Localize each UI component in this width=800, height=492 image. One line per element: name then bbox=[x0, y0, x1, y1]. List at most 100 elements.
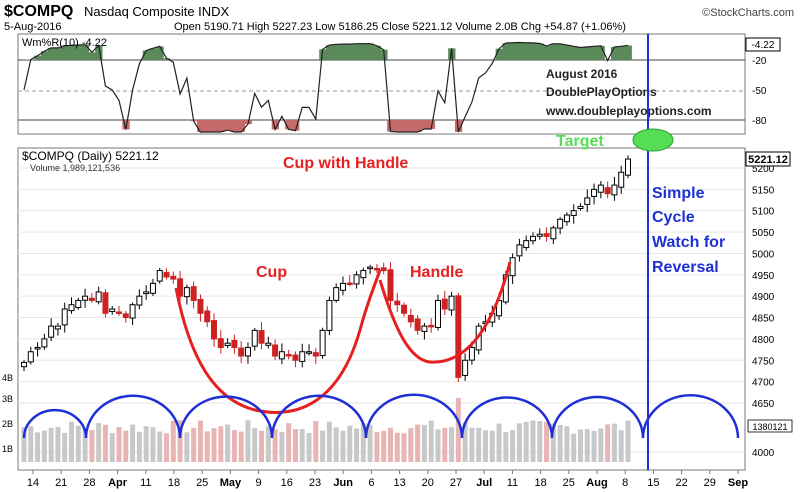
cup-curve bbox=[174, 269, 382, 414]
wmr-overbought-fill bbox=[522, 42, 531, 60]
x-tick-label: 25 bbox=[196, 477, 208, 489]
y-tick-label: 4950 bbox=[752, 271, 775, 282]
volume-bar bbox=[611, 423, 617, 462]
candle-body bbox=[373, 267, 380, 271]
wmr-overbought-fill bbox=[54, 47, 62, 60]
wmr-oversold-fill bbox=[197, 120, 205, 132]
y-tick-label: 4700 bbox=[752, 378, 775, 389]
volume-bar bbox=[605, 424, 611, 462]
wmr-tick-80: -80 bbox=[752, 116, 767, 127]
x-tick-label: May bbox=[220, 477, 242, 489]
candle-body bbox=[34, 346, 41, 350]
wmr-overbought-fill bbox=[563, 45, 571, 60]
volume-bar bbox=[387, 427, 393, 462]
cycle-label-1: Simple bbox=[652, 185, 705, 202]
volume-bar bbox=[225, 424, 231, 462]
volume-bar bbox=[354, 428, 360, 462]
y-tick-label: 5000 bbox=[752, 249, 775, 260]
volume-bar bbox=[130, 424, 136, 462]
candle-body bbox=[143, 291, 150, 295]
y-tick-label: 5100 bbox=[752, 207, 775, 218]
volume-bar bbox=[245, 420, 251, 462]
candle-body bbox=[75, 299, 82, 308]
candle-body bbox=[448, 295, 455, 311]
candle-body bbox=[68, 304, 75, 312]
y-tick-label: 4650 bbox=[752, 399, 775, 410]
volume-bar bbox=[326, 421, 332, 462]
wmr-oversold-fill bbox=[224, 120, 232, 131]
candle-body bbox=[563, 214, 570, 223]
watermark-company: DoublePlayOptions bbox=[546, 85, 657, 99]
wmr-overbought-fill bbox=[502, 43, 510, 60]
candle-body bbox=[360, 270, 367, 279]
volume-bar bbox=[197, 420, 203, 462]
volume-bar bbox=[286, 423, 292, 462]
price-legend: $COMPQ (Daily) 5221.12 bbox=[22, 149, 159, 163]
wmr-overbought-fill bbox=[149, 48, 157, 60]
volume-bar bbox=[102, 424, 108, 462]
wmr-overbought-fill bbox=[549, 43, 558, 60]
wmr-oversold-fill bbox=[210, 120, 218, 132]
candle-body bbox=[163, 271, 170, 278]
wmr-tick-20: -20 bbox=[752, 56, 767, 67]
volume-bar bbox=[123, 430, 129, 462]
volume-bar bbox=[557, 425, 563, 462]
volume-bar bbox=[191, 427, 197, 462]
volume-bar bbox=[455, 397, 461, 462]
volume-bar bbox=[299, 429, 305, 462]
wmr-oversold-fill bbox=[285, 120, 293, 130]
candle-body bbox=[319, 329, 326, 357]
candle-body bbox=[339, 282, 346, 291]
cup-label: Cup bbox=[256, 264, 287, 281]
candle-body bbox=[591, 188, 598, 197]
candle-body bbox=[455, 295, 462, 378]
candle-body bbox=[468, 346, 475, 361]
candle-body bbox=[170, 275, 177, 280]
volume-bar bbox=[489, 430, 495, 462]
volume-bar bbox=[211, 428, 217, 462]
wmr-overbought-fill bbox=[319, 49, 327, 60]
wmr-overbought-fill bbox=[353, 43, 361, 60]
candle-body bbox=[61, 308, 68, 326]
volume-bar bbox=[428, 420, 434, 462]
wmr-overbought-fill bbox=[339, 44, 347, 60]
candle-body bbox=[258, 330, 265, 344]
wmr-oversold-fill bbox=[387, 120, 395, 132]
candle-body bbox=[285, 354, 292, 357]
candle-body bbox=[244, 346, 251, 357]
x-tick-label: Aug bbox=[586, 477, 607, 489]
volume-bar bbox=[496, 423, 502, 462]
x-tick-label: 27 bbox=[450, 477, 462, 489]
wmr-overbought-fill bbox=[34, 55, 42, 60]
cup-with-handle-label: Cup with Handle bbox=[283, 155, 408, 172]
candle-body bbox=[346, 282, 353, 286]
candle-body bbox=[536, 233, 543, 237]
candle-body bbox=[211, 320, 218, 340]
wmr-oversold-fill bbox=[414, 120, 422, 132]
volume-bar bbox=[333, 427, 339, 462]
volume-bar bbox=[415, 424, 421, 462]
wmr-oversold-fill bbox=[400, 120, 408, 132]
x-tick-label: 25 bbox=[563, 477, 575, 489]
price-axis: 5200 5150 5100 5050 5000 4950 4900 4850 4800 4750… bbox=[2, 164, 775, 459]
wmr-line bbox=[23, 41, 629, 133]
volume-tick-label: 2B bbox=[2, 419, 13, 429]
candle-body bbox=[421, 325, 428, 332]
x-tick-label: 11 bbox=[507, 477, 518, 489]
volume-bar bbox=[591, 430, 597, 462]
wmr-value-tag-text: -4.22 bbox=[752, 40, 775, 51]
candle-body bbox=[116, 311, 123, 314]
volume-bar bbox=[320, 430, 326, 462]
volume-bar bbox=[164, 433, 170, 462]
x-tick-label: 29 bbox=[704, 477, 716, 489]
volume-bar bbox=[530, 420, 536, 462]
wmr-overbought-fill bbox=[366, 43, 375, 60]
volume-bar bbox=[28, 426, 34, 462]
y-tick-label: 4000 bbox=[752, 448, 775, 459]
volume-bar bbox=[272, 429, 278, 462]
handle-label: Handle bbox=[410, 264, 463, 281]
candle-body bbox=[95, 291, 102, 303]
volume-bar bbox=[571, 433, 577, 462]
volume-bar bbox=[577, 429, 583, 462]
